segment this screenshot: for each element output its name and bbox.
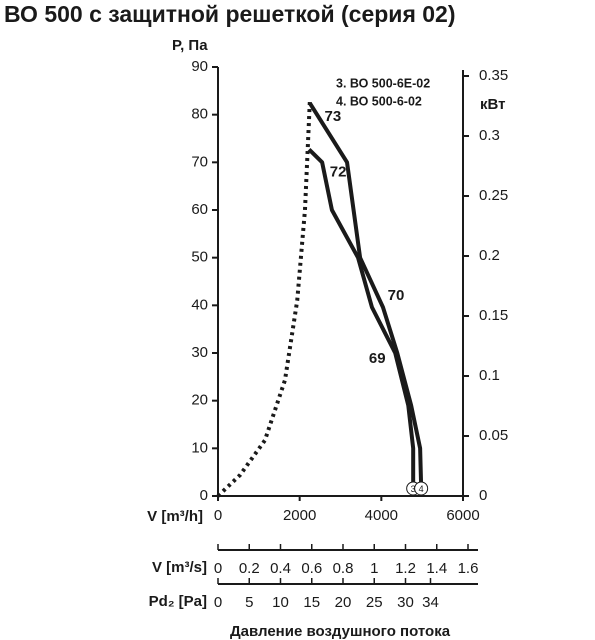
extra-tick-label: 1.6 — [458, 560, 479, 577]
footer: Давление воздушного потока — [230, 623, 451, 640]
extra-tick-label: 30 — [397, 594, 414, 611]
series-marker — [414, 481, 429, 496]
series-line — [216, 100, 312, 498]
y2-axis-label: кВт — [480, 96, 506, 113]
extra-tick-label: 34 — [422, 594, 439, 611]
y-tick-label: 20 — [191, 392, 208, 409]
extra-tick-label: 0.4 — [270, 560, 291, 577]
series-marker-label: 4 — [419, 484, 424, 494]
curve-label: 69 — [369, 350, 386, 367]
extra-tick-label: 25 — [366, 594, 383, 611]
extra-tick-label: 0.2 — [239, 560, 260, 577]
y-tick-label: 0 — [200, 487, 208, 504]
extra-axis-label: V [m³/s] — [152, 559, 207, 576]
extra-tick-label: 0 — [214, 560, 222, 577]
x-tick-label: 6000 — [446, 507, 479, 524]
series-marker-label: 3 — [411, 484, 416, 494]
y-tick-label: 40 — [191, 296, 208, 313]
y2-tick-label: 0.25 — [479, 187, 508, 204]
y-tick-label: 70 — [191, 153, 208, 170]
extra-tick-label: 10 — [272, 594, 289, 611]
extra-tick-label: 1 — [370, 560, 378, 577]
extra-tick-label: 0.6 — [301, 560, 322, 577]
series-line — [308, 102, 424, 487]
y-axis-label: P, Па — [172, 37, 208, 54]
y-tick-label: 90 — [191, 58, 208, 75]
legend-entry: 3. ВО 500-6Е-02 — [336, 76, 430, 90]
extra-tick-label: 15 — [303, 594, 320, 611]
y2-tick-label: 0.3 — [479, 127, 500, 144]
y-tick-label: 60 — [191, 201, 208, 218]
curve-label: 72 — [330, 163, 347, 180]
extra-tick-label: 1.4 — [426, 560, 447, 577]
chart-title: ВО 500 с защитной решеткой (серия 02) — [4, 1, 456, 27]
y-tick-label: 10 — [191, 439, 208, 456]
extra-tick-label: 5 — [245, 594, 253, 611]
y2-tick-label: 0.35 — [479, 67, 508, 84]
extra-tick-label: 0 — [214, 594, 222, 611]
y2-tick-label: 0.05 — [479, 427, 508, 444]
x-tick-label: 4000 — [365, 507, 398, 524]
extra-tick-label: 20 — [335, 594, 352, 611]
y2-tick-label: 0 — [479, 487, 487, 504]
y-tick-label: 30 — [191, 344, 208, 361]
y2-tick-label: 0.15 — [479, 307, 508, 324]
x-tick-label: 2000 — [283, 507, 316, 524]
legend-entry: 4. ВО 500-6-02 — [336, 94, 422, 108]
y2-tick-label: 0.2 — [479, 247, 500, 264]
x-axis-label: V [m³/h] — [147, 508, 203, 525]
y2-tick-label: 0.1 — [479, 367, 500, 384]
extra-tick-label: 0.8 — [333, 560, 354, 577]
curve-label: 70 — [388, 287, 405, 304]
y-tick-label: 50 — [191, 249, 208, 266]
y-tick-label: 80 — [191, 106, 208, 123]
extra-tick-label: 1.2 — [395, 560, 416, 577]
extra-axis-label: Pd₂ [Pa] — [149, 593, 207, 610]
curve-label: 73 — [325, 108, 342, 125]
x-tick-label: 0 — [214, 507, 222, 524]
series-line — [307, 148, 416, 487]
